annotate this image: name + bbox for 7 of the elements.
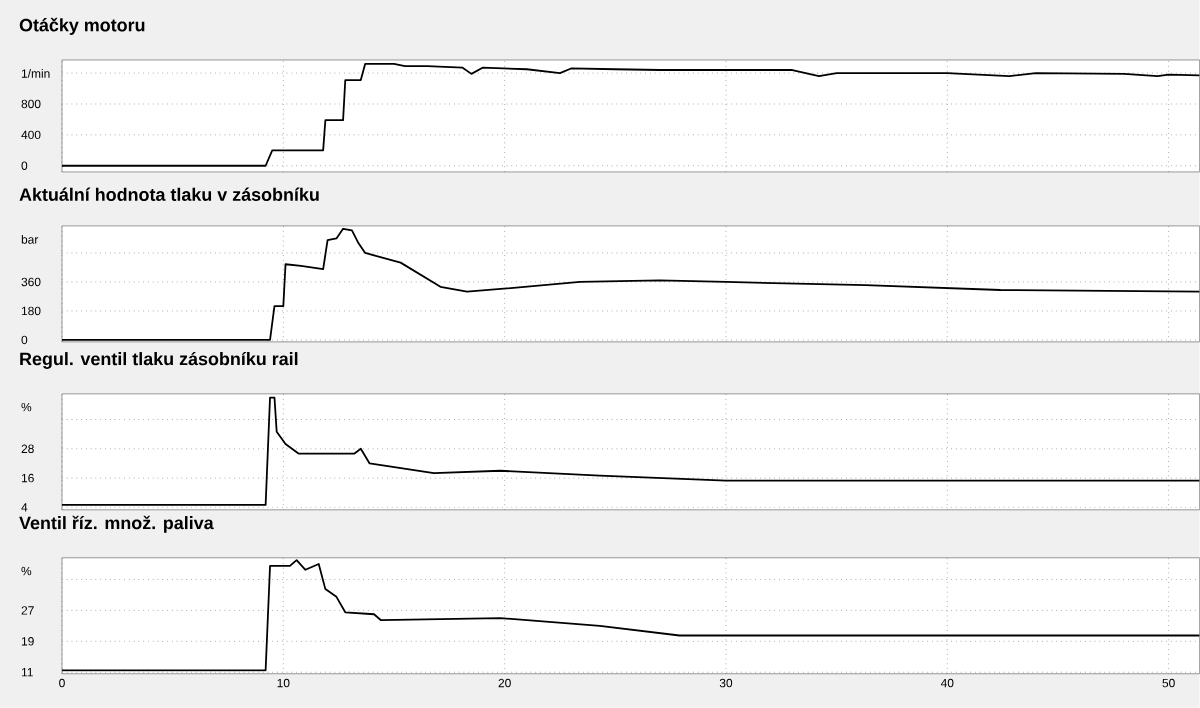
chart-title: Aktuální hodnota tlaku v zásobníku — [19, 187, 319, 202]
chart-title: Regul. ventil tlaku zásobníku rail — [20, 352, 298, 370]
line-series — [61, 559, 1200, 672]
line-series — [61, 396, 1200, 506]
chart-title: Ventil říz. množ. paliva — [19, 515, 214, 533]
line-series — [61, 228, 1200, 341]
chart-title: Otáčky motoru — [19, 17, 145, 36]
